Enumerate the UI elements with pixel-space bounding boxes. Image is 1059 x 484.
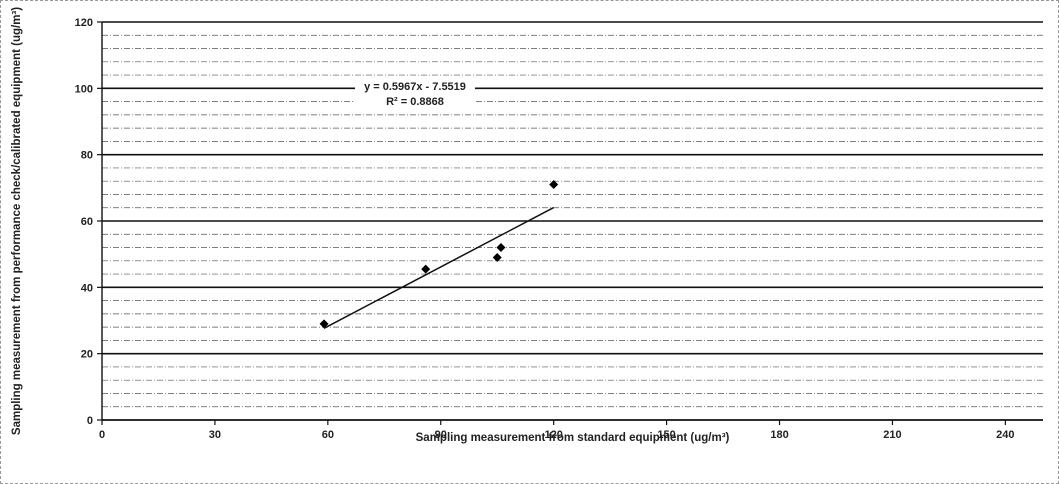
grid-lines bbox=[102, 21, 1043, 421]
data-point bbox=[496, 243, 506, 253]
y-axis-title: Sampling measurement from performance ch… bbox=[11, 7, 23, 435]
y-tick-label: 60 bbox=[81, 216, 93, 228]
data-point bbox=[492, 252, 502, 262]
x-tick-label: 30 bbox=[209, 429, 221, 441]
x-axis-title: Sampling measurement from standard equip… bbox=[416, 432, 730, 444]
trendline-label-box bbox=[355, 78, 475, 110]
trendline-group: y = 0.5967x - 7.5519 R² = 0.8868 bbox=[323, 78, 555, 329]
data-point bbox=[549, 180, 559, 190]
y-tick-label: 120 bbox=[75, 17, 93, 29]
x-tick-label: 150 bbox=[657, 429, 675, 441]
y-tick-label: 40 bbox=[81, 282, 93, 294]
y-tick-label: 80 bbox=[81, 150, 93, 162]
data-points bbox=[319, 180, 559, 329]
x-tick-label: 210 bbox=[883, 429, 901, 441]
y-tick-label: 0 bbox=[87, 415, 93, 427]
y-tick-label: 100 bbox=[75, 83, 93, 95]
data-point bbox=[319, 319, 329, 329]
trendline-equation: y = 0.5967x - 7.5519 bbox=[364, 81, 466, 93]
x-tick-label: 90 bbox=[435, 429, 447, 441]
y-tick-label: 20 bbox=[81, 349, 93, 361]
x-tick-label: 0 bbox=[99, 429, 105, 441]
x-tick-label: 60 bbox=[322, 429, 334, 441]
trendline-r-squared: R² = 0.8868 bbox=[386, 96, 444, 108]
tick-labels: 0 20 40 60 80 100 120 0 30 60 90 120 150 180 210 240 bbox=[75, 17, 1015, 441]
trendline bbox=[323, 206, 555, 329]
x-tick-label: 180 bbox=[770, 429, 788, 441]
x-tick-label: 240 bbox=[996, 429, 1014, 441]
x-tick-label: 120 bbox=[545, 429, 563, 441]
data-point bbox=[421, 264, 431, 274]
